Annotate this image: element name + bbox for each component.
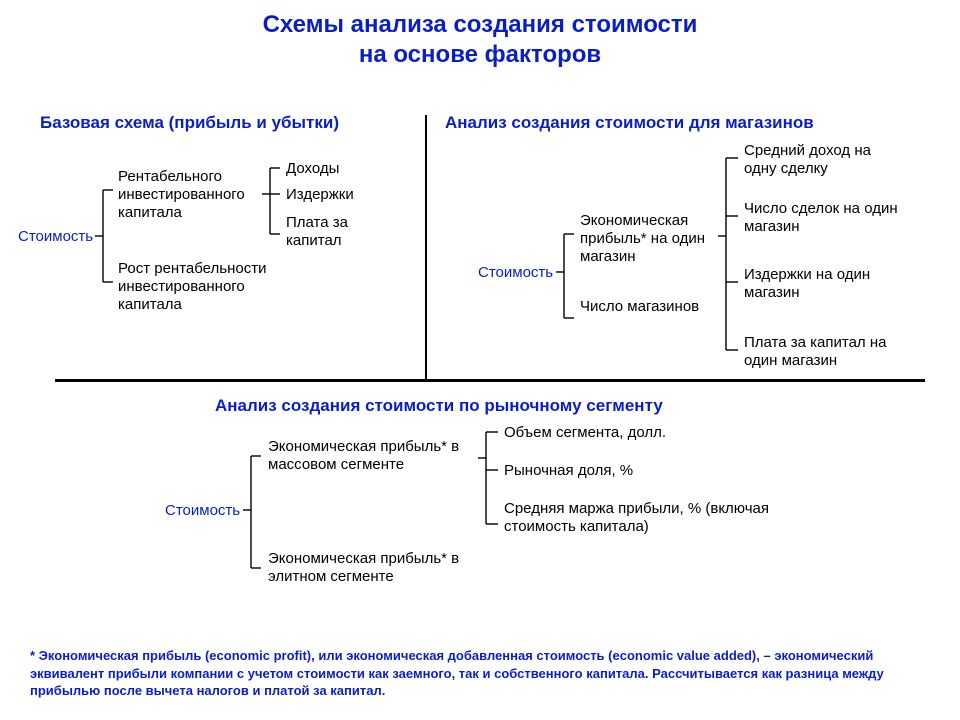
main-title: Схемы анализа создания стоимости на осно…: [0, 0, 960, 70]
section-b-root: Стоимость: [478, 264, 553, 282]
section-c-subtitle: Анализ создания стоимости по рыночному с…: [215, 396, 663, 416]
section-a-subtitle: Базовая схема (прибыль и убытки): [40, 113, 339, 133]
section-c-l1a: Экономическая прибыль* в массовом сегмен…: [268, 438, 478, 474]
title-line1: Схемы анализа создания стоимости: [263, 11, 698, 38]
section-b-l1b: Число магазинов: [580, 298, 700, 316]
section-a-bracket2: [262, 168, 284, 238]
section-c-l2a: Объем сегмента, долл.: [504, 424, 754, 442]
section-b-bracket1: [556, 234, 578, 324]
section-a-bracket1: [95, 190, 115, 290]
section-a-l2c: Плата за капитал: [286, 214, 406, 250]
section-a-l1b: Рост рентабельности инвестированного кап…: [118, 260, 278, 314]
title-line2: на основе факторов: [359, 41, 601, 68]
section-a-root: Стоимость: [18, 228, 93, 246]
horizontal-divider: [55, 379, 925, 382]
section-c-l2b: Рыночная доля, %: [504, 462, 754, 480]
section-b-l2c: Издержки на один магазин: [744, 266, 904, 302]
section-b-l1a: Экономическая прибыль* на один магазин: [580, 212, 720, 266]
vertical-divider: [425, 115, 427, 379]
section-b-l2a: Средний доход на одну сделку: [744, 142, 904, 178]
section-a-l1a: Рентабельного инвестированного капитала: [118, 168, 268, 222]
footnote: * Экономическая прибыль (economic profit…: [30, 647, 930, 700]
section-b-l2d: Плата за капитал на один магазин: [744, 334, 914, 370]
section-c-l1b: Экономическая прибыль* в элитном сегмент…: [268, 550, 478, 586]
section-a-l2b: Издержки: [286, 186, 354, 204]
section-a-l2a: Доходы: [286, 160, 339, 178]
section-c-l2c: Средняя маржа прибыли, % (включая стоимо…: [504, 500, 794, 536]
section-b-subtitle: Анализ создания стоимости для магазинов: [445, 113, 814, 133]
section-c-bracket1: [243, 456, 265, 576]
section-c-root: Стоимость: [165, 502, 240, 520]
section-c-bracket2: [478, 432, 502, 532]
section-b-l2b: Число сделок на один магазин: [744, 200, 904, 236]
section-b-bracket2: [718, 158, 742, 358]
